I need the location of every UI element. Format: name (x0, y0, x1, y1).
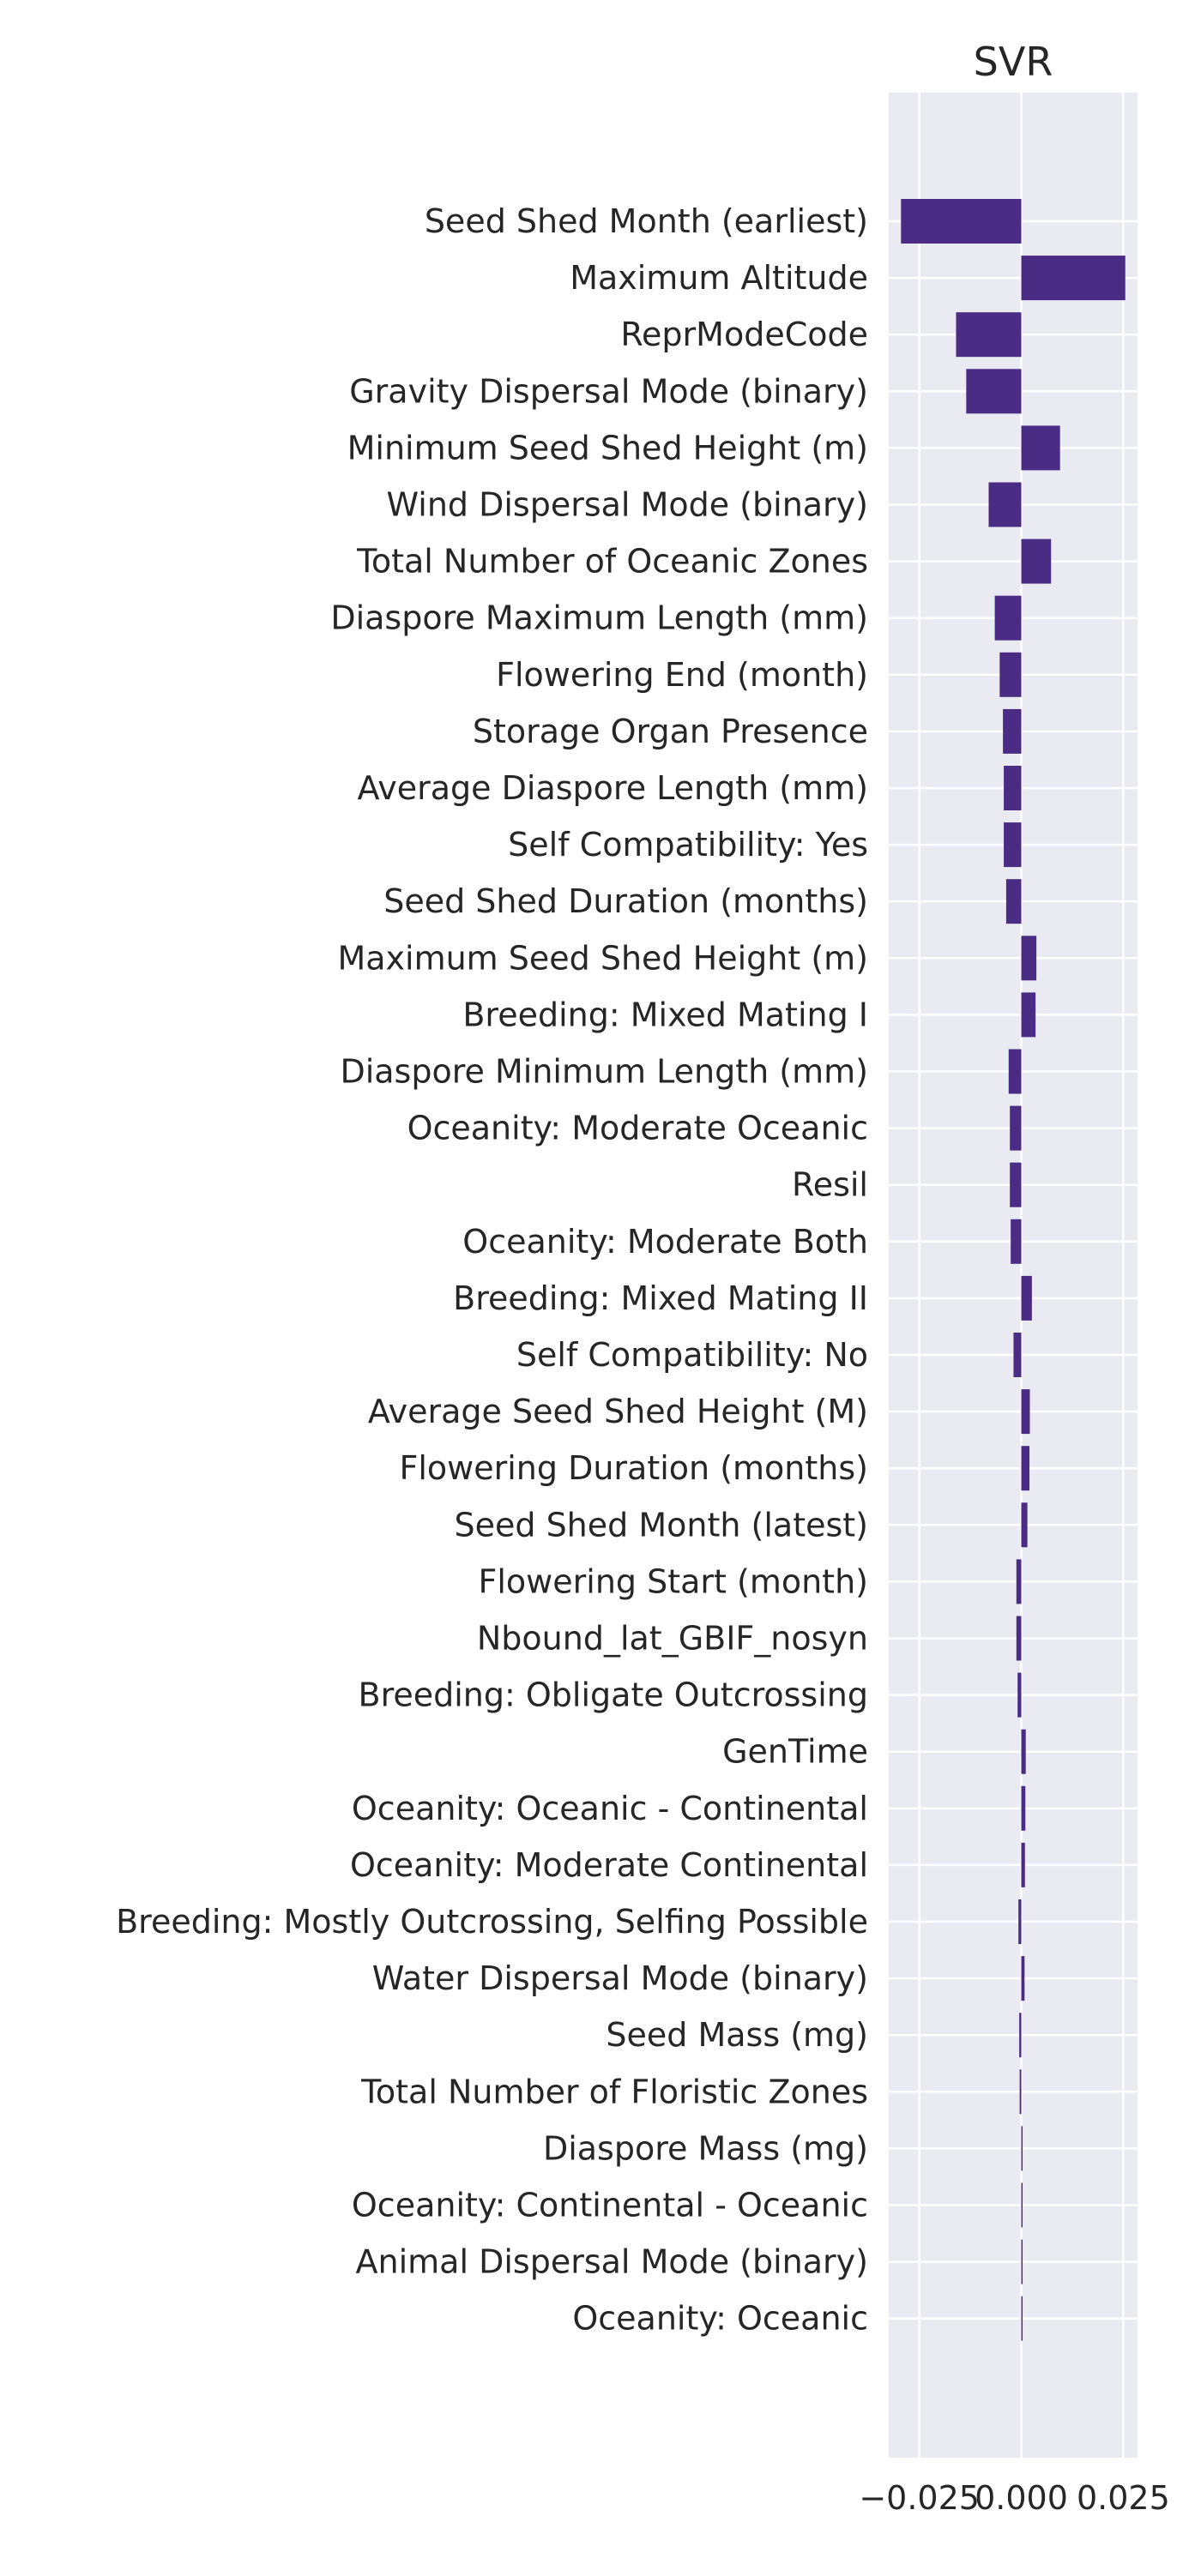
bar (1021, 256, 1126, 301)
category-label: Nbound_lat_GBIF_nosyn (477, 1620, 868, 1658)
category-label: Seed Shed Month (earliest) (425, 202, 868, 240)
category-label: Flowering Duration (months) (400, 1449, 869, 1487)
category-label: Oceanity: Moderate Oceanic (407, 1110, 868, 1147)
x-tick-label: 0.025 (1077, 2479, 1170, 2517)
bar (1021, 1842, 1025, 1887)
bar (956, 312, 1022, 358)
category-label: ReprModeCode (620, 316, 868, 353)
category-label: Self Compatibility: No (516, 1336, 868, 1374)
bar (1010, 1105, 1022, 1151)
category-label: Wind Dispersal Mode (binary) (387, 486, 868, 524)
category-label: Oceanity: Oceanic (572, 2300, 868, 2338)
category-label: Oceanity: Moderate Both (462, 1223, 868, 1261)
category-label: Flowering Start (month) (479, 1562, 868, 1600)
category-label: Storage Organ Presence (473, 713, 868, 750)
category-label: Diaspore Mass (mg) (543, 2129, 868, 2167)
bar (1021, 2182, 1023, 2228)
category-label: Diaspore Maximum Length (mm) (330, 599, 868, 637)
bar (1019, 2069, 1022, 2115)
bar (1021, 1446, 1030, 1491)
bar (1021, 992, 1036, 1038)
bar (1021, 1389, 1030, 1435)
x-tick-label: 0.000 (975, 2479, 1068, 2517)
bar (1018, 1899, 1022, 1944)
bar (1011, 1219, 1022, 1264)
category-label: Oceanity: Moderate Continental (350, 1846, 868, 1884)
category-label: Average Seed Shed Height (M) (368, 1393, 868, 1430)
bar (1021, 1275, 1032, 1321)
bar (1010, 1162, 1022, 1207)
category-label: Total Number of Oceanic Zones (356, 543, 868, 581)
category-label: Water Dispersal Mode (binary) (372, 1959, 868, 1997)
bar (1021, 2296, 1023, 2341)
category-label: Oceanity: Oceanic - Continental (352, 1790, 868, 1827)
bar (1021, 2126, 1023, 2171)
bar (1021, 539, 1052, 584)
category-label: Diaspore Minimum Length (mm) (340, 1053, 868, 1091)
bar (1016, 1559, 1022, 1604)
bar (1021, 936, 1037, 981)
category-label: Animal Dispersal Mode (binary) (356, 2243, 868, 2281)
bar (1008, 1049, 1022, 1094)
category-label: Seed Mass (mg) (606, 2016, 868, 2054)
category-label: Resil (792, 1166, 868, 1204)
category-label: Self Compatibility: Yes (508, 826, 868, 864)
category-labels: Seed Shed Month (earliest) Maximum Altitu… (116, 202, 868, 2338)
bars (901, 199, 1126, 2341)
category-label: Breeding: Mixed Mating I (462, 996, 868, 1033)
category-label: Total Number of Floristic Zones (360, 2073, 868, 2110)
bar (1016, 1616, 1022, 1661)
bar (1005, 879, 1022, 924)
bar (1019, 2013, 1022, 2058)
bar (1021, 1956, 1025, 2001)
bar (1021, 2239, 1023, 2284)
bar (1021, 425, 1060, 471)
x-tick-label: −0.025 (859, 2479, 980, 2517)
bar (999, 652, 1022, 697)
bar (994, 595, 1022, 641)
category-label: GenTime (722, 1733, 868, 1771)
bar (901, 199, 1022, 244)
bar (1004, 822, 1022, 868)
bar (1004, 766, 1022, 810)
bar (1017, 1672, 1022, 1718)
bar (1021, 1729, 1026, 1774)
bar (1021, 1502, 1028, 1548)
category-label: Seed Shed Month (latest) (454, 1506, 868, 1544)
category-label: Breeding: Obligate Outcrossing (359, 1676, 868, 1714)
bar (1021, 1785, 1026, 1831)
bar (966, 369, 1022, 414)
category-label: Seed Shed Duration (months) (383, 882, 868, 920)
category-label: Maximum Altitude (570, 259, 868, 297)
chart-title: SVR (974, 39, 1053, 85)
category-label: Flowering End (month) (496, 656, 868, 694)
category-label: Minimum Seed Shed Height (m) (347, 429, 868, 466)
category-label: Oceanity: Continental - Oceanic (352, 2187, 868, 2224)
bar (1013, 1333, 1022, 1377)
category-label: Average Diaspore Length (mm) (358, 769, 868, 807)
category-label: Gravity Dispersal Mode (binary) (349, 372, 868, 410)
category-label: Breeding: Mixed Mating II (453, 1279, 868, 1317)
bar (1003, 708, 1022, 754)
bar (988, 482, 1022, 527)
category-label: Maximum Seed Shed Height (m) (337, 939, 868, 977)
category-label: Breeding: Mostly Outcrossing, Selfing Po… (116, 1903, 868, 1941)
